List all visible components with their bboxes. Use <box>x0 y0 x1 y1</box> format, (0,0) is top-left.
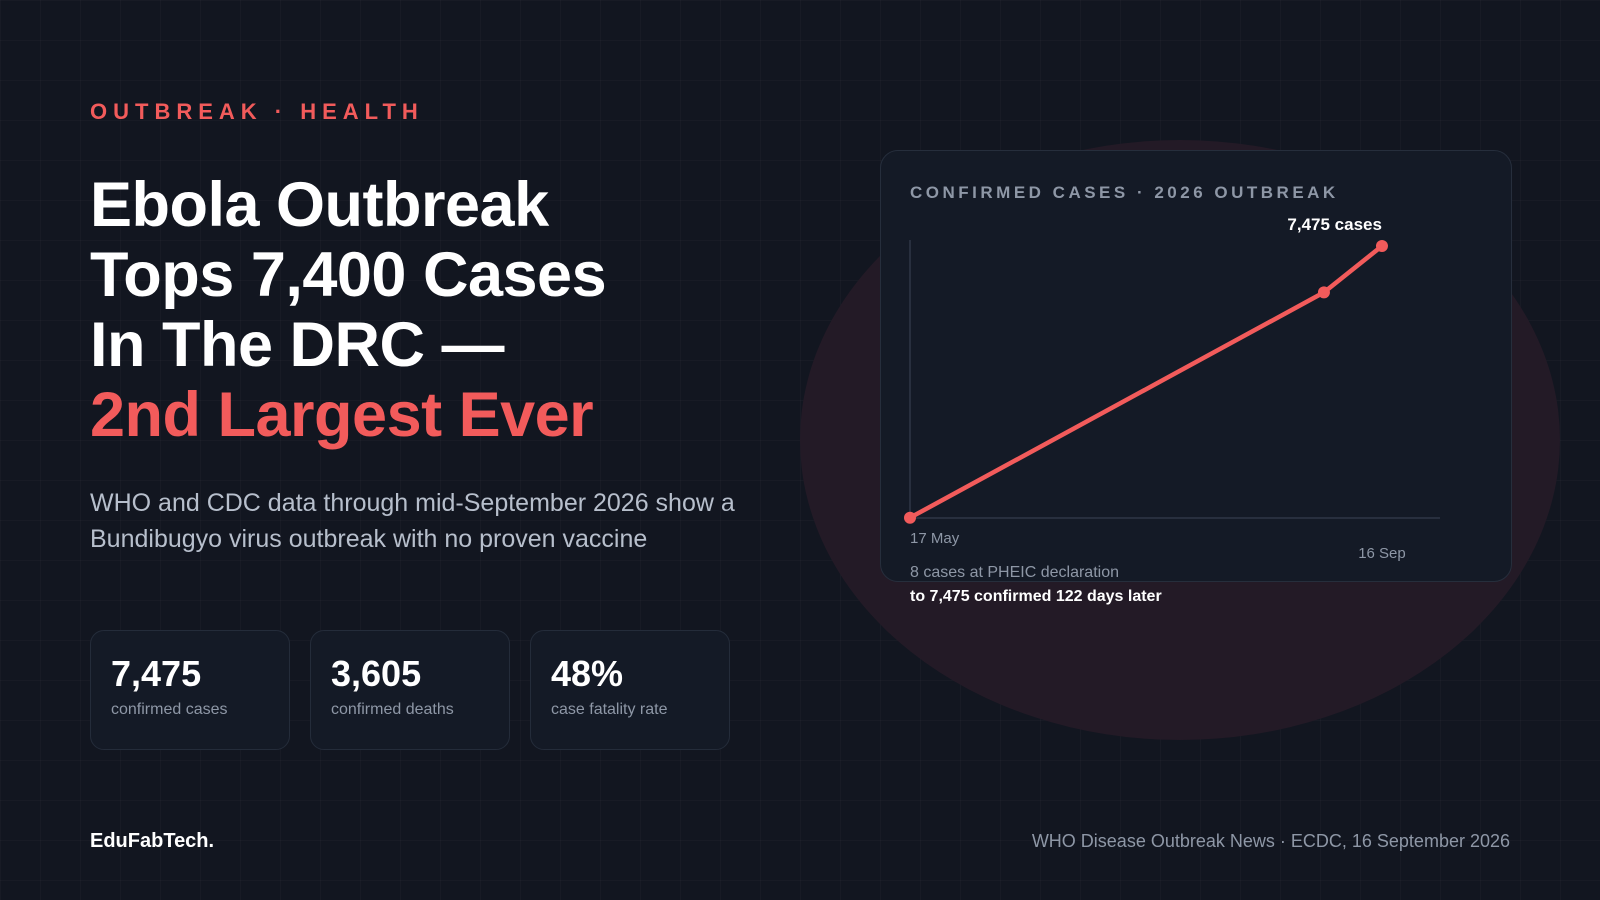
stat-label: confirmed cases <box>111 701 228 718</box>
data-point <box>1317 286 1330 299</box>
data-point <box>904 511 916 524</box>
headline-accent-line: 2nd Largest Ever <box>90 380 594 450</box>
headline: Ebola Outbreak Tops 7,400 Cases In The D… <box>90 170 607 450</box>
stat-value: 3,605 <box>331 653 422 694</box>
stat-label: confirmed deaths <box>331 701 454 718</box>
stat-card-deaths: 3,605 confirmed deaths <box>310 630 510 750</box>
brand-logo: EduFabTech. <box>90 830 215 852</box>
chart-caption-start: 8 cases at PHEIC declaration <box>910 564 1119 581</box>
headline-line-3: In The DRC — <box>90 310 505 380</box>
source-credit: WHO Disease Outbreak News · ECDC, 16 Sep… <box>1031 831 1510 851</box>
headline-line-1: Ebola Outbreak <box>90 170 549 240</box>
stat-label: case fatality rate <box>551 701 668 718</box>
stat-value: 7,475 <box>111 653 202 694</box>
end-value-label: 7,475 cases <box>1287 215 1382 234</box>
subtitle: WHO and CDC data through mid-September 2… <box>90 489 735 553</box>
stat-card-fatality-rate: 48% case fatality rate <box>530 630 730 750</box>
chart-title: CONFIRMED CASES · 2026 OUTBREAK <box>910 183 1339 202</box>
series-line <box>907 243 1385 520</box>
stat-card-cases: 7,475 confirmed cases <box>90 630 290 750</box>
chart-card <box>880 150 1512 582</box>
x-tick-label: 17 May <box>910 530 960 547</box>
chart-caption-end: to 7,475 confirmed 122 days later <box>910 588 1162 605</box>
stat-value: 48% <box>551 653 624 694</box>
data-point <box>1375 240 1388 252</box>
headline-line-2: Tops 7,400 Cases <box>90 240 607 310</box>
category-kicker: OUTBREAK · HEALTH <box>90 99 424 124</box>
x-tick-label: 16 Sep <box>1358 545 1406 562</box>
